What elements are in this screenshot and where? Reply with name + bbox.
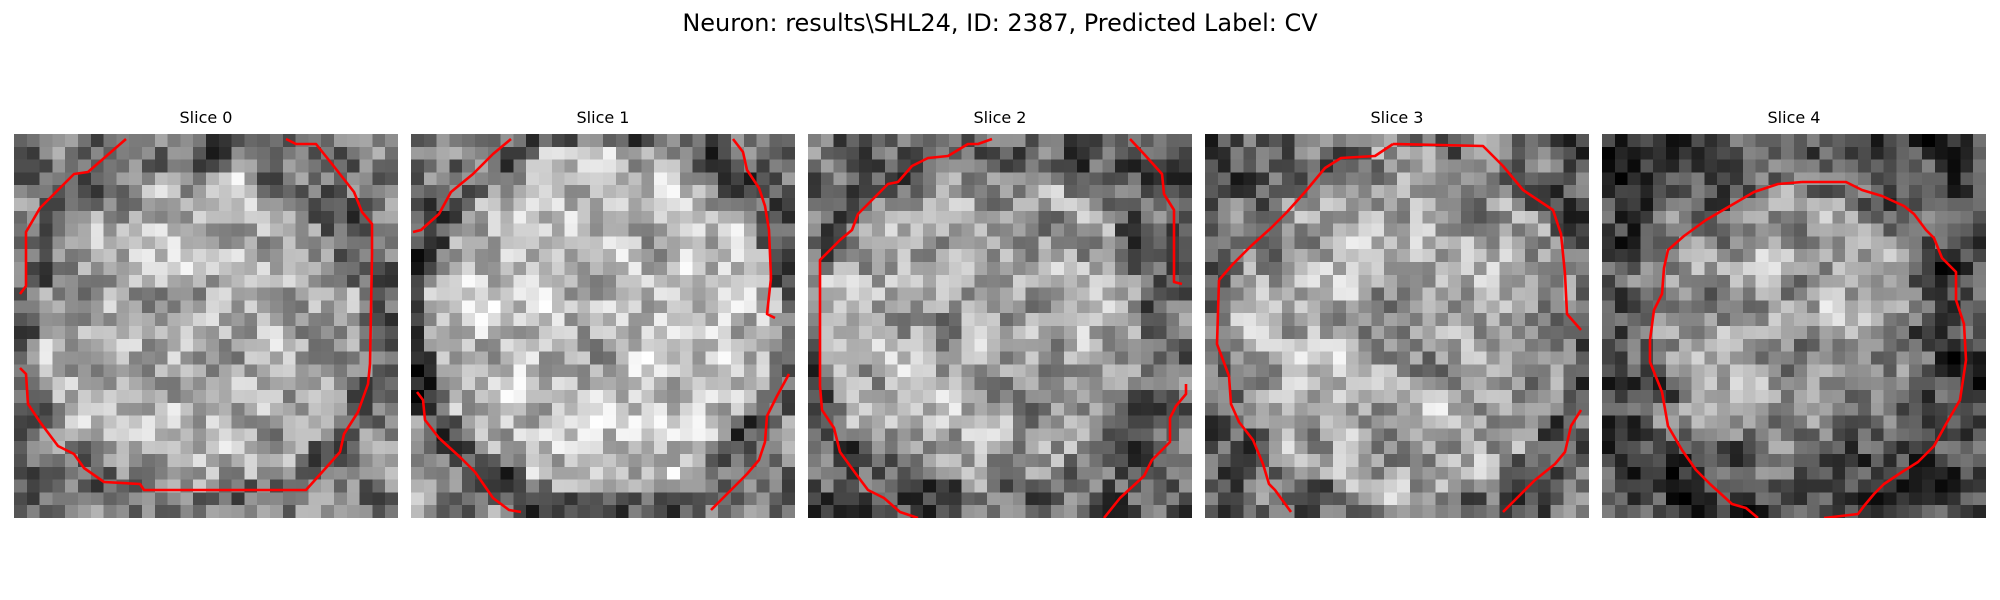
slice-title: Slice 3 bbox=[1370, 108, 1424, 127]
slice-image bbox=[1205, 134, 1589, 518]
pixel-grid bbox=[1602, 134, 1986, 518]
slice-image bbox=[411, 134, 795, 518]
contour-line bbox=[1215, 279, 1293, 513]
contour-line bbox=[1502, 409, 1583, 513]
slice-title: Slice 0 bbox=[179, 108, 233, 127]
contour-line bbox=[731, 138, 776, 320]
figure-title: Neuron: results\SHL24, ID: 2387, Predict… bbox=[682, 9, 1318, 37]
contour-line bbox=[1129, 138, 1183, 286]
slice-title: Slice 4 bbox=[1767, 108, 1821, 127]
slice-title: Slice 1 bbox=[576, 108, 630, 127]
segmentation-contour bbox=[818, 137, 1188, 518]
pixel-grid bbox=[14, 134, 398, 518]
contour-line bbox=[818, 137, 993, 518]
contour-line bbox=[19, 137, 374, 492]
pixel-grid bbox=[808, 134, 1192, 518]
contour-line bbox=[1648, 180, 1803, 518]
slice-image bbox=[14, 134, 398, 518]
segmentation-contour bbox=[412, 138, 791, 514]
pixel-grid bbox=[411, 134, 795, 518]
contour-line bbox=[18, 138, 127, 295]
contour-line bbox=[412, 138, 512, 234]
slice-image bbox=[808, 134, 1192, 518]
contour-line bbox=[710, 373, 791, 511]
segmentation-contour bbox=[1648, 180, 1968, 518]
slice-title: Slice 2 bbox=[973, 108, 1027, 127]
segmentation-contour bbox=[18, 137, 374, 492]
contour-line bbox=[1218, 142, 1394, 281]
contour-line bbox=[1102, 384, 1188, 518]
contour-line bbox=[415, 391, 522, 514]
contour-line bbox=[1392, 142, 1582, 331]
contour-line bbox=[1802, 180, 1968, 518]
segmentation-contour bbox=[1215, 142, 1583, 513]
pixel-grid bbox=[1205, 134, 1589, 518]
slice-image bbox=[1602, 134, 1986, 518]
